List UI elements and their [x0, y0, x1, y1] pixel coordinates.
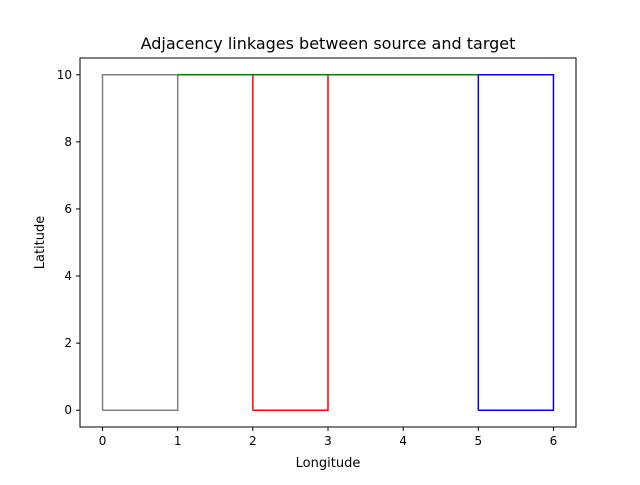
x-tick-label: 0: [99, 434, 107, 448]
y-tick-label: 0: [64, 403, 72, 417]
y-tick-label: 6: [64, 202, 72, 216]
y-tick-label: 4: [64, 269, 72, 283]
x-axis-ticks: 0 1 2 3 4 5 6: [99, 427, 558, 448]
series-layer: [101, 74, 555, 411]
x-tick-label: 3: [324, 434, 332, 448]
series-0-line: [101, 74, 179, 411]
y-tick-label: 8: [64, 135, 72, 149]
x-tick-label: 1: [174, 434, 182, 448]
series-2-line: [477, 74, 555, 411]
y-axis-label: Latitude: [33, 216, 48, 270]
chart-title: Adjacency linkages between source and ta…: [141, 34, 516, 53]
series-1-line: [252, 74, 329, 411]
x-tick-label: 5: [474, 434, 482, 448]
y-axis-ticks: 0 2 4 6 8 10: [57, 68, 80, 417]
y-tick-label: 10: [57, 68, 72, 82]
y-tick-label: 2: [64, 336, 72, 350]
x-tick-label: 6: [550, 434, 558, 448]
x-tick-label: 4: [399, 434, 407, 448]
x-tick-label: 2: [249, 434, 257, 448]
x-axis-label: Longitude: [296, 456, 361, 471]
